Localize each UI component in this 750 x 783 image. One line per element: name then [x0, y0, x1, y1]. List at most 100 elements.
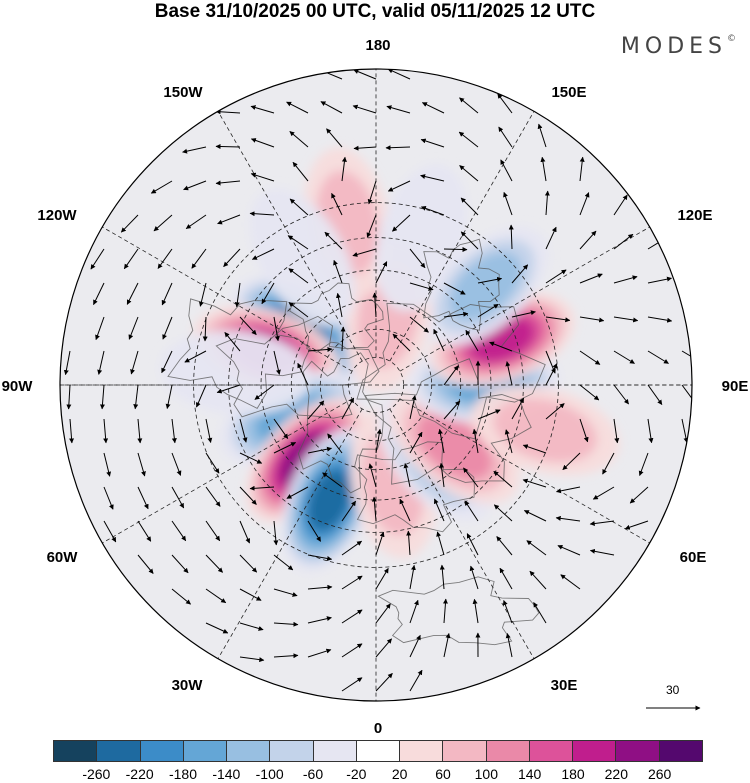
- wind-vector: [472, 598, 479, 624]
- map-boundary: [59, 68, 693, 702]
- wind-vector: [545, 316, 571, 323]
- wind-vector: [191, 248, 207, 269]
- wind-vector: [205, 554, 223, 573]
- colorbar-tick-label: 220: [604, 766, 629, 782]
- wind-vector: [273, 520, 279, 546]
- wind-vector: [307, 584, 333, 590]
- wind-vector: [579, 350, 601, 365]
- wind-vector: [477, 409, 501, 420]
- meridian-line: [217, 408, 363, 659]
- wind-vector: [128, 316, 139, 340]
- wind-vector: [545, 363, 558, 386]
- wind-vector: [288, 302, 309, 318]
- colorbar-swatch: [573, 741, 617, 761]
- wind-vector: [589, 548, 615, 556]
- wind-vector: [216, 384, 241, 394]
- wind-vector: [307, 400, 325, 420]
- wind-vector: [522, 478, 547, 488]
- colorbar-tick-label: -140: [212, 766, 241, 782]
- wind-vector: [511, 397, 525, 420]
- wind-vector: [254, 384, 275, 400]
- wind-vector: [103, 418, 109, 444]
- wind-vector: [183, 180, 207, 191]
- anomaly-contour: [493, 398, 597, 463]
- wind-vector: [103, 520, 117, 543]
- wind-vector: [545, 403, 565, 420]
- coastline: [289, 282, 384, 353]
- wind-vector: [287, 235, 309, 250]
- wind-vector: [647, 418, 654, 444]
- wind-vector: [459, 165, 479, 182]
- lon-label-150w: 150W: [163, 84, 203, 101]
- wind-vector: [161, 282, 173, 306]
- wind-vector: [205, 486, 221, 507]
- coastline: [354, 441, 475, 533]
- wind-vector: [385, 145, 411, 151]
- wind-vector: [472, 428, 479, 454]
- wind-vector: [307, 616, 332, 624]
- wind-vector: [624, 520, 649, 530]
- wind-vector: [508, 224, 514, 250]
- wind-vector: [409, 599, 419, 624]
- colorbar-tick-label: 180: [561, 766, 585, 782]
- wind-vector: [324, 231, 343, 250]
- wind-vector: [289, 198, 309, 216]
- wind-vector: [638, 452, 649, 476]
- coastline: [215, 315, 380, 419]
- wind-vector: [629, 486, 649, 504]
- wind-vector: [137, 554, 154, 574]
- colorbar-tick-label: 260: [647, 766, 672, 782]
- wind-vector: [103, 486, 114, 510]
- wind-vector: [239, 520, 251, 544]
- wind-vector: [341, 575, 363, 590]
- wind-vector: [273, 316, 280, 342]
- wind-vector: [409, 282, 434, 291]
- colorbar-tick-label: -220: [125, 766, 154, 782]
- wind-vector: [215, 180, 241, 186]
- anomaly-contour: [375, 163, 468, 312]
- lon-label-120e: 120E: [677, 207, 712, 224]
- wind-vector: [137, 520, 152, 542]
- wind-vector: [123, 248, 139, 270]
- wind-vector: [130, 350, 139, 375]
- wind-vector: [150, 180, 173, 194]
- wind-vector: [215, 109, 241, 115]
- wind-vector: [326, 128, 343, 148]
- colorbar-swatch: [486, 741, 530, 761]
- wind-vector: [477, 276, 503, 284]
- wind-vector: [433, 328, 445, 352]
- wind-vector: [399, 498, 411, 522]
- colorbar-swatch: [529, 741, 574, 761]
- logo-text: MODES: [620, 34, 727, 59]
- wind-vector: [409, 316, 429, 333]
- wind-vector: [185, 214, 207, 230]
- wind-vector: [681, 350, 692, 364]
- map-title: Base 31/10/2025 00 UTC, valid 05/11/2025…: [154, 1, 596, 22]
- wind-vector: [341, 156, 347, 182]
- wind-vector: [198, 282, 207, 307]
- wind-vector: [458, 131, 479, 148]
- wind-vector: [195, 384, 207, 408]
- wind-vector: [477, 303, 499, 318]
- wind-vector: [205, 418, 213, 443]
- wind-vector: [375, 638, 392, 658]
- wind-vector: [437, 428, 445, 454]
- wind-vector: [137, 486, 149, 510]
- wind-vector: [353, 69, 377, 80]
- wind-vector: [498, 126, 513, 148]
- wind-vector: [523, 510, 547, 522]
- wind-vector: [443, 633, 451, 658]
- wind-vector: [545, 269, 567, 284]
- wind-vector: [443, 311, 469, 318]
- wind-vector: [613, 350, 635, 364]
- wind-vector: [341, 540, 363, 556]
- wind-vector: [239, 656, 265, 663]
- wind-vector: [375, 567, 389, 590]
- wind-vector: [463, 467, 479, 488]
- wind-vector: [273, 621, 299, 627]
- reference-vector-label: 30: [666, 683, 680, 697]
- wind-vector: [560, 574, 581, 590]
- wind-vector: [341, 643, 363, 658]
- wind-vector: [327, 433, 343, 454]
